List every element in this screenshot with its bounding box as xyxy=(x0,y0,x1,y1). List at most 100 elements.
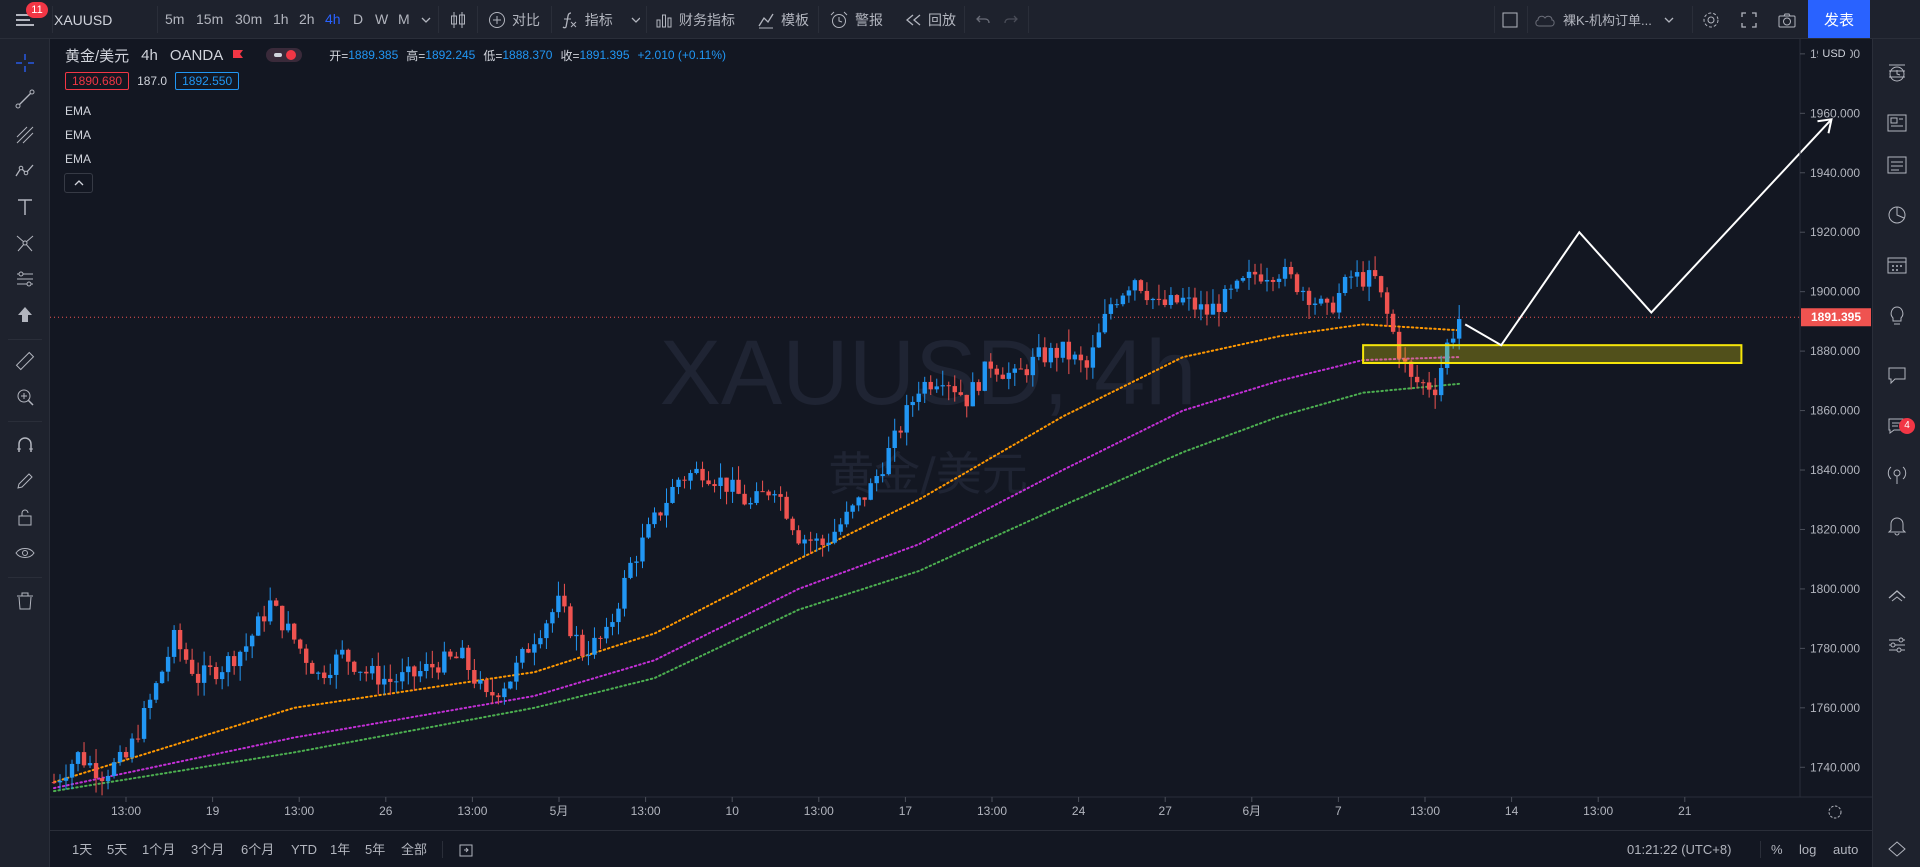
indicators-button[interactable]: 指标 xyxy=(560,0,640,39)
pie-clock-icon xyxy=(1888,206,1906,224)
range-5y[interactable]: 5年 xyxy=(365,842,386,857)
notifications-button[interactable] xyxy=(1883,511,1911,539)
alarm-button[interactable] xyxy=(1883,59,1911,87)
crosshair-tool[interactable] xyxy=(11,49,39,77)
candle xyxy=(520,647,525,669)
percent-toggle[interactable]: % xyxy=(1771,842,1783,857)
chat-button[interactable] xyxy=(1883,361,1911,389)
candle xyxy=(364,666,369,682)
ruler-tool[interactable] xyxy=(11,347,39,375)
log-toggle[interactable]: log xyxy=(1799,842,1817,857)
lightbulb-icon xyxy=(1890,306,1904,325)
lock-tool[interactable] xyxy=(11,503,39,531)
interval-15m[interactable]: 15m xyxy=(196,11,224,27)
interval-w[interactable]: W xyxy=(375,11,389,27)
range-ytd[interactable]: YTD xyxy=(291,842,317,857)
magnet-tool[interactable] xyxy=(11,431,39,459)
range-1y[interactable]: 1年 xyxy=(330,842,351,857)
ideas-button[interactable] xyxy=(1883,301,1911,329)
replay-button[interactable]: 回放 xyxy=(902,0,958,39)
fib-tool[interactable] xyxy=(11,121,39,149)
trading-panel-button[interactable] xyxy=(1883,581,1911,609)
visibility-tool[interactable] xyxy=(11,539,39,567)
buy-price-button[interactable]: 1892.550 xyxy=(175,72,240,90)
candle xyxy=(273,597,279,607)
go-to-date-button[interactable] xyxy=(458,831,476,867)
redo-button[interactable] xyxy=(1000,0,1022,39)
price-axis[interactable]: 1980.0001960.0001940.0001920.0001900.000… xyxy=(1800,44,1871,774)
settings-button[interactable] xyxy=(1698,0,1724,39)
range-5d[interactable]: 5天 xyxy=(107,842,128,857)
menu-button[interactable]: 11 xyxy=(0,0,50,39)
undo-button[interactable] xyxy=(972,0,994,39)
publish-button[interactable]: 发表 xyxy=(1808,0,1870,38)
screenshot-button[interactable] xyxy=(1774,0,1800,39)
range-6m[interactable]: 6个月 xyxy=(241,842,275,857)
streams-button[interactable] xyxy=(1883,461,1911,489)
clock-time[interactable]: 01:21:22 (UTC+8) xyxy=(1627,842,1732,857)
interval-d[interactable]: D xyxy=(353,11,364,27)
market-status-icon[interactable] xyxy=(265,47,303,63)
magnet-icon xyxy=(17,437,33,452)
instrument-title[interactable]: 黄金/美元 xyxy=(65,47,130,65)
calendar-button[interactable] xyxy=(1883,151,1911,179)
candle xyxy=(1426,371,1432,398)
drawing-mode-tool[interactable] xyxy=(11,467,39,495)
candle-body xyxy=(712,484,717,487)
range-3m[interactable]: 3个月 xyxy=(191,842,225,857)
zoom-tool[interactable] xyxy=(11,383,39,411)
range-all[interactable]: 全部 xyxy=(401,842,428,857)
layout-name-button[interactable]: 裸K-机构订单... xyxy=(1533,0,1683,39)
templates-button[interactable]: 模板 xyxy=(755,0,811,39)
measure-tool[interactable] xyxy=(11,265,39,293)
layout-button[interactable] xyxy=(1498,0,1522,39)
range-1m[interactable]: 1个月 xyxy=(142,842,176,857)
fullscreen-button[interactable] xyxy=(1736,0,1762,39)
auto-toggle[interactable]: auto xyxy=(1833,842,1859,857)
sell-price-button[interactable]: 1890.680 xyxy=(65,72,130,90)
forecast-tool[interactable] xyxy=(11,229,39,257)
chart-type-button[interactable] xyxy=(445,0,471,39)
range-1d[interactable]: 1天 xyxy=(72,842,93,857)
news-button[interactable] xyxy=(1883,109,1911,137)
interval-30m[interactable]: 30m xyxy=(235,11,263,27)
interval-1h[interactable]: 1h xyxy=(273,11,289,27)
time-tick-label: 5月 xyxy=(550,804,569,818)
remove-drawings-tool[interactable] xyxy=(11,587,39,615)
candle xyxy=(736,466,741,495)
data-window-button[interactable] xyxy=(1883,631,1911,659)
clock-button[interactable] xyxy=(1883,201,1911,229)
candle-body xyxy=(850,505,855,512)
time-axis[interactable]: 13:00 19 13:00 26 13:00 5月 13:00 10 13:00 17 13:00… xyxy=(111,797,1842,819)
arrow-tool[interactable] xyxy=(11,301,39,329)
alerts-button[interactable]: 警报 xyxy=(826,0,886,39)
drawings[interactable] xyxy=(1362,118,1833,365)
compare-button[interactable]: 对比 xyxy=(484,0,544,39)
candle xyxy=(994,364,999,382)
trendline-tool[interactable] xyxy=(11,85,39,113)
collapse-legend-button[interactable] xyxy=(64,173,93,193)
text-tool[interactable] xyxy=(11,193,39,221)
economic-calendar-button[interactable] xyxy=(1883,251,1911,279)
candle-body xyxy=(1144,290,1150,301)
interval-5m[interactable]: 5m xyxy=(165,11,185,27)
ema-1-label[interactable]: EMA xyxy=(65,104,92,118)
pattern-tool[interactable] xyxy=(11,157,39,185)
candle-body xyxy=(322,672,327,679)
interval-dropdown[interactable] xyxy=(418,0,434,39)
financials-button[interactable]: 财务指标 xyxy=(653,0,737,39)
layers-button[interactable] xyxy=(1883,835,1911,863)
projection-path[interactable] xyxy=(1464,118,1833,347)
symbol-search[interactable]: XAUUSD xyxy=(54,11,113,28)
trash-icon xyxy=(17,592,33,610)
interval-2h[interactable]: 2h xyxy=(299,11,315,27)
ema-3-label[interactable]: EMA xyxy=(65,152,92,166)
candle-body xyxy=(730,479,735,492)
interval-4h[interactable]: 4h xyxy=(325,11,341,27)
support-zone-rectangle[interactable] xyxy=(1362,344,1743,365)
ema-2-label[interactable]: EMA xyxy=(65,128,92,142)
flag-icon[interactable] xyxy=(231,48,245,62)
candle-body xyxy=(171,629,177,657)
interval-m[interactable]: M xyxy=(398,11,410,27)
